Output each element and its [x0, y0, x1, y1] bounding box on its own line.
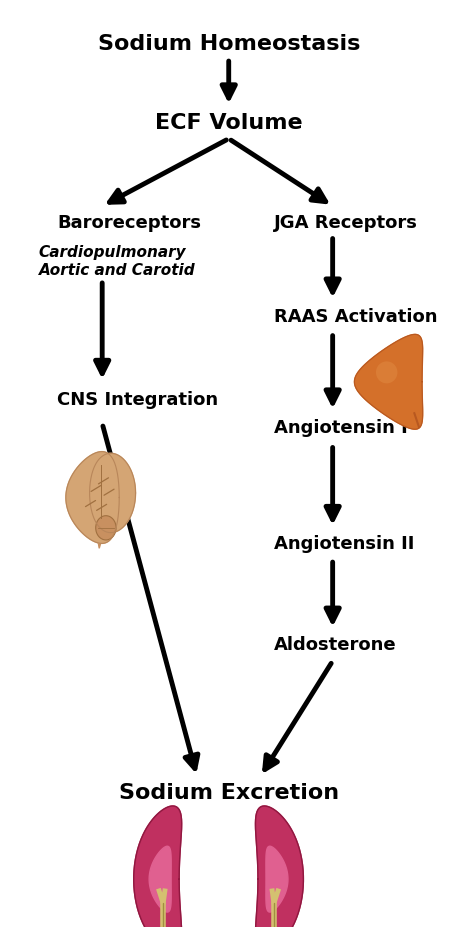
Ellipse shape	[96, 516, 116, 540]
Polygon shape	[66, 452, 119, 543]
Text: CNS Integration: CNS Integration	[57, 392, 218, 409]
Text: Cardiopulmonary
Aortic and Carotid: Cardiopulmonary Aortic and Carotid	[39, 246, 196, 278]
Text: Baroreceptors: Baroreceptors	[57, 214, 201, 232]
Polygon shape	[90, 453, 136, 533]
Text: Angiotensin I: Angiotensin I	[274, 419, 408, 437]
Polygon shape	[149, 846, 171, 912]
Text: Sodium Excretion: Sodium Excretion	[118, 783, 339, 804]
Polygon shape	[355, 335, 423, 430]
Text: Aldosterone: Aldosterone	[274, 636, 397, 655]
Text: Sodium Homeostasis: Sodium Homeostasis	[98, 34, 360, 54]
Polygon shape	[255, 806, 303, 930]
Text: JGA Receptors: JGA Receptors	[274, 214, 418, 232]
Polygon shape	[97, 520, 103, 549]
Text: RAAS Activation: RAAS Activation	[274, 308, 438, 326]
Polygon shape	[134, 806, 182, 930]
Text: Angiotensin II: Angiotensin II	[274, 535, 414, 552]
Ellipse shape	[376, 362, 398, 383]
Polygon shape	[266, 846, 288, 912]
Text: ECF Volume: ECF Volume	[155, 113, 302, 133]
